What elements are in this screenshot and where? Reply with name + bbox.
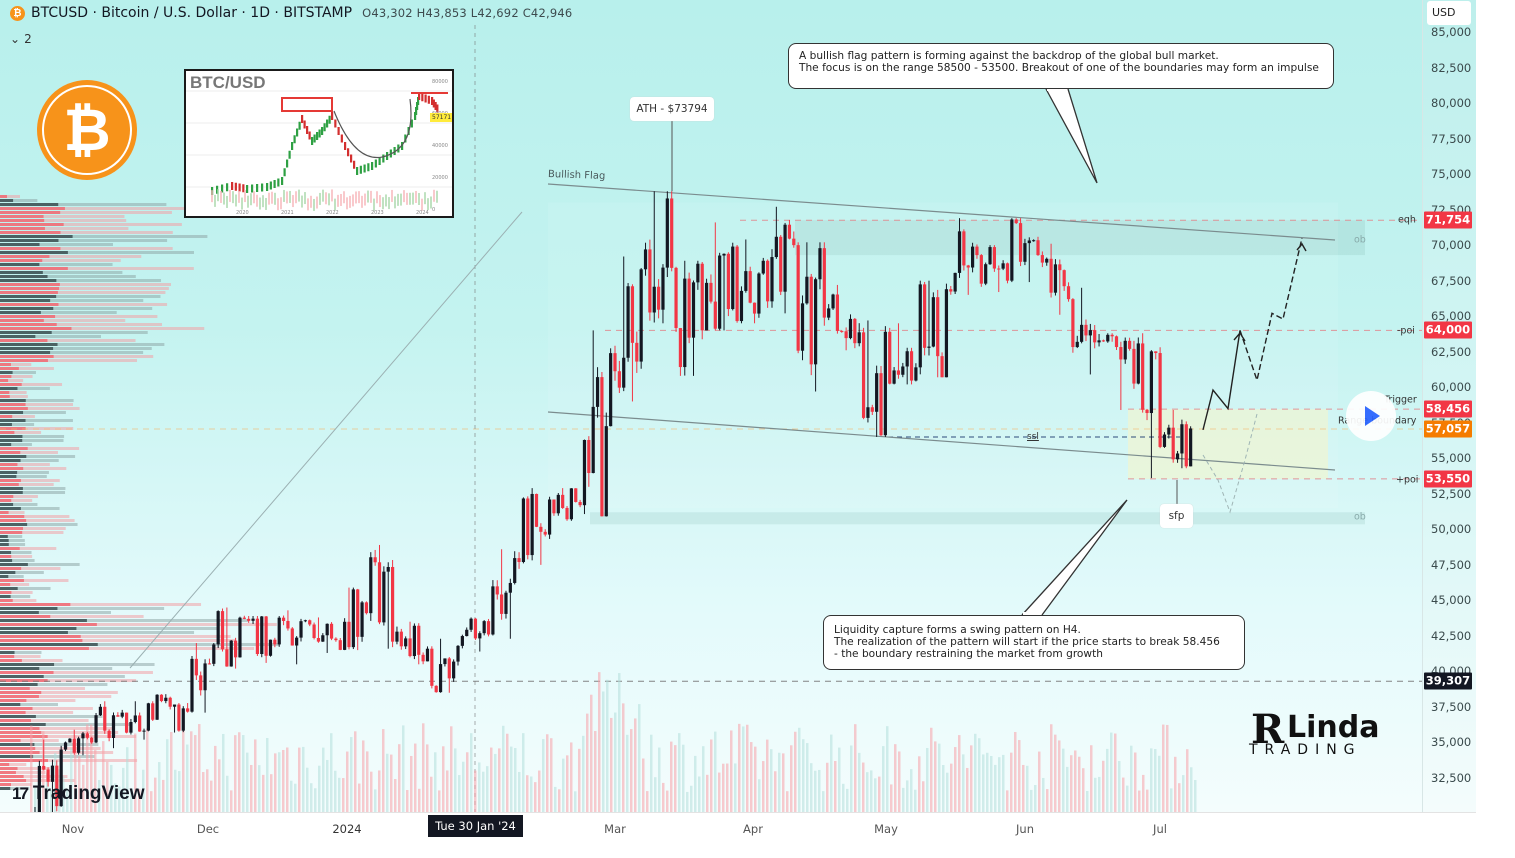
price-label-crosshair: 39,307 <box>1424 672 1472 690</box>
indicators-collapse-button[interactable]: ⌄ 2 <box>10 30 40 48</box>
time-tick: Apr <box>743 822 763 836</box>
svg-text:2024: 2024 <box>416 210 429 216</box>
poi-minus-label: -poi <box>1397 325 1415 337</box>
high-value: H43,853 <box>416 6 467 20</box>
currency-button[interactable]: USD <box>1427 1 1471 25</box>
svg-text:20000: 20000 <box>432 175 448 181</box>
inset-chart: 8000060000400002000002020202120222023202… <box>186 79 452 216</box>
price-tick: 75,000 <box>1431 167 1472 182</box>
svg-text:2023: 2023 <box>371 210 384 216</box>
price-tick: 52,500 <box>1431 486 1472 501</box>
ath-tag: ATH - $73794 <box>630 97 714 121</box>
low-value: L42,692 <box>470 6 519 20</box>
price-tick: 62,500 <box>1431 344 1472 359</box>
author-logo-monogram: R <box>1251 706 1285 753</box>
price-tick: 77,500 <box>1431 131 1472 146</box>
price-label-range-boundary: 57,057 <box>1424 420 1472 438</box>
price-tick: 50,000 <box>1431 522 1472 537</box>
price-tick: 32,500 <box>1431 771 1472 785</box>
price-tick: 82,500 <box>1431 60 1472 75</box>
tradingview-mark-icon: 17 <box>12 784 29 803</box>
open-value: O43,302 <box>362 6 413 20</box>
time-tick: Mar <box>604 822 626 836</box>
callout-liquidity: Liquidity capture forms a swing pattern … <box>823 615 1245 670</box>
price-tick: 45,000 <box>1431 593 1472 608</box>
ob-label-bottom: ob <box>1354 511 1366 523</box>
svg-text:2021: 2021 <box>281 210 294 216</box>
play-button[interactable] <box>1346 391 1396 441</box>
bullish-flag-label: Bullish Flag <box>547 169 606 182</box>
time-tick: Jun <box>1016 822 1034 836</box>
bitcoin-symbol-icon: ₿ <box>63 96 111 164</box>
trigger-label: Trigger <box>1384 394 1417 406</box>
price-label--poi: 53,550 <box>1424 470 1472 488</box>
svg-text:0: 0 <box>432 207 435 213</box>
price-tick: 70,000 <box>1431 238 1472 253</box>
inset-title: BTC/USD <box>190 73 266 92</box>
right-margin <box>1476 0 1515 857</box>
svg-text:40000: 40000 <box>432 143 448 149</box>
callout-bottom-line-2: The realization of the pattern will star… <box>834 636 1220 648</box>
svg-text:80000: 80000 <box>432 79 448 85</box>
ohlc-values: O43,302 H43,853 L42,692 C42,946 <box>362 6 572 20</box>
poi-plus-label: +poi <box>1396 474 1419 486</box>
crosshair-date-label: Tue 30 Jan '24 <box>428 815 523 837</box>
ssl-label: ssl <box>1027 432 1039 442</box>
symbol-legend[interactable]: ₿ BTCUSD · Bitcoin / U.S. Dollar · 1D · … <box>10 4 572 22</box>
callout-top-line-2: The focus is on the range 58500 - 53500.… <box>799 62 1319 74</box>
candlestick-chart[interactable] <box>0 0 1422 812</box>
time-tick: Jul <box>1153 822 1167 836</box>
price-tick: 80,000 <box>1431 96 1472 111</box>
bitcoin-logo-ring <box>42 85 132 175</box>
time-tick: May <box>874 822 898 836</box>
svg-text:2022: 2022 <box>326 210 339 216</box>
price-tick: 60,000 <box>1431 380 1472 395</box>
callout-top-line-1: A bullish flag pattern is forming agains… <box>799 50 1219 62</box>
time-tick: Dec <box>196 822 220 836</box>
bitcoin-logo: ₿ <box>37 80 137 180</box>
price-tick: 67,500 <box>1431 273 1472 288</box>
chart-plot-area[interactable] <box>0 0 1422 812</box>
indicator-count: 2 <box>24 32 32 46</box>
callout-bullish-flag: A bullish flag pattern is forming agains… <box>788 43 1334 89</box>
eqh-label: eqh <box>1398 214 1416 226</box>
author-logo-sub: TRADING <box>1249 742 1362 758</box>
price-tick: 85,000 <box>1431 25 1472 39</box>
author-logo-main: Linda <box>1287 710 1380 745</box>
inset-price-tag: 57171 <box>430 113 452 122</box>
callout-bottom-line-3: - the boundary restraining the market fr… <box>834 648 1103 660</box>
time-tick: 2024 <box>332 822 362 836</box>
price-tick: 42,500 <box>1431 628 1472 643</box>
tradingview-wordmark: TradingView <box>32 783 145 804</box>
time-axis[interactable]: Nov Dec 2024 Mar Apr May Jun Jul <box>0 812 1476 858</box>
price-tick: 37,500 <box>1431 699 1472 714</box>
price-tick: 55,000 <box>1431 451 1472 466</box>
symbol-title: BTCUSD · Bitcoin / U.S. Dollar · 1D · BI… <box>31 5 353 21</box>
chevron-down-icon: ⌄ <box>10 32 21 46</box>
tradingview-logo[interactable]: 17 TradingView <box>12 783 145 805</box>
price-label-trigger: 58,456 <box>1424 400 1472 418</box>
author-logo: R Linda TRADING <box>1249 706 1379 764</box>
sfp-tag: sfp <box>1160 504 1193 528</box>
price-tick: 65,000 <box>1431 309 1472 324</box>
svg-text:2020: 2020 <box>236 210 249 216</box>
time-tick: Nov <box>61 822 85 836</box>
ob-label-top: ob <box>1354 234 1366 246</box>
close-value: C42,946 <box>522 6 573 20</box>
callout-bottom-line-1: Liquidity capture forms a swing pattern … <box>834 624 1081 636</box>
btc-history-inset: 8000060000400002000002020202120222023202… <box>184 69 454 218</box>
price-tick: 35,000 <box>1431 735 1472 750</box>
price-tick: 47,500 <box>1431 557 1472 572</box>
price-label--poi: 64,000 <box>1424 321 1472 339</box>
price-label-eqh: 71,754 <box>1424 211 1472 229</box>
bitcoin-coin-icon: ₿ <box>10 5 25 21</box>
